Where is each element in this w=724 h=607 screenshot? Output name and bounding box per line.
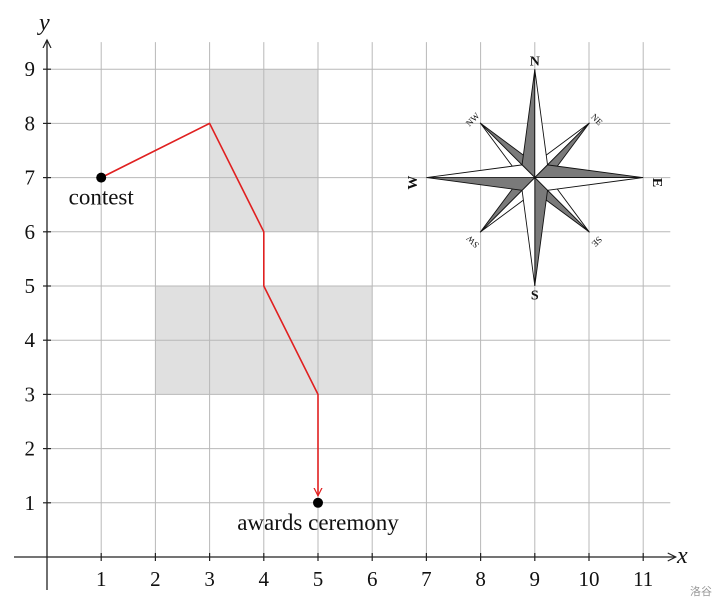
x-tick-label: 3 [204, 567, 215, 591]
x-axis-label: x [676, 543, 688, 569]
x-tick-label: 11 [633, 567, 653, 591]
axes [14, 40, 676, 590]
y-axis-label: y [37, 10, 50, 36]
compass-label-se: SE [589, 234, 604, 249]
x-tick-label: 4 [259, 567, 270, 591]
y-tick-label: 5 [25, 274, 36, 298]
compass-label-w: W [406, 176, 421, 190]
watermark: 洛谷 [690, 585, 712, 598]
x-tick-label: 9 [530, 567, 541, 591]
compass-label-nw: NW [464, 110, 482, 128]
awards-ceremony-dot [313, 497, 323, 508]
y-tick-label: 2 [25, 437, 36, 461]
x-tick-label: 10 [579, 567, 600, 591]
compass-label-n: N [530, 55, 540, 70]
x-tick-label: 8 [475, 567, 486, 591]
y-tick-label: 6 [25, 220, 36, 244]
y-tick-label: 3 [25, 382, 36, 406]
x-tick-label: 1 [96, 567, 107, 591]
y-tick-label: 8 [25, 111, 36, 135]
contest-dot [96, 172, 107, 183]
compass-label-s: S [531, 289, 539, 304]
compass-label-sw: SW [464, 233, 481, 250]
places: contest awards ceremony [69, 172, 399, 535]
y-tick-label: 1 [25, 491, 36, 515]
route-line [100, 122, 318, 495]
x-tick-label: 2 [150, 567, 161, 591]
compass-label-ne: NE [589, 112, 605, 128]
route [100, 122, 318, 495]
y-tick-label: 9 [25, 57, 36, 81]
x-tick-label: 6 [367, 567, 378, 591]
y-tick-label: 7 [25, 166, 36, 190]
x-tick-label: 7 [421, 567, 432, 591]
awards-ceremony-label: awards ceremony [237, 510, 399, 535]
x-tick-label: 5 [313, 567, 324, 591]
compass-label-e: E [649, 178, 664, 187]
compass-point-light [426, 164, 536, 179]
y-tick-label: 4 [25, 328, 36, 352]
contest-label: contest [69, 185, 135, 210]
